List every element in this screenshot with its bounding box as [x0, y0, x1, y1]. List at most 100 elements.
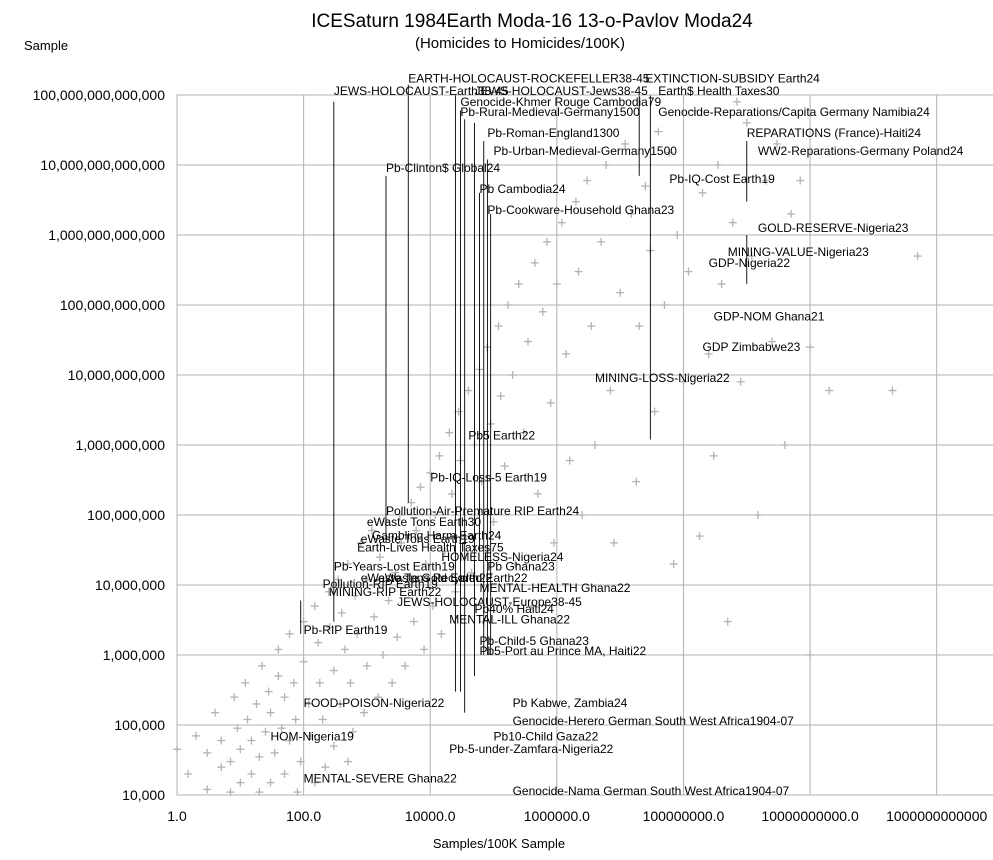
- data-point: [314, 638, 323, 647]
- y-tick-label: 100,000,000: [87, 507, 165, 523]
- annotation-label: Pb10-Child Gaza22: [494, 730, 599, 744]
- y-tick-label: 10,000: [122, 787, 165, 803]
- data-point: [401, 661, 410, 670]
- annotation-label: EARTH-HOLOCAUST-ROCKEFELLER38-45: [408, 72, 650, 86]
- annotation-label: Pb-Urban-Medieval-Germany1500: [494, 144, 678, 158]
- data-point: [796, 176, 805, 185]
- data-point: [704, 349, 713, 358]
- annotation-label: GDP-Nigeria22: [709, 256, 791, 270]
- data-point: [445, 428, 454, 437]
- data-point: [583, 176, 592, 185]
- data-point: [384, 596, 393, 605]
- annotation-label: Pb5 Earth22: [468, 428, 535, 442]
- data-point: [362, 575, 371, 584]
- data-point: [616, 288, 625, 297]
- data-point: [787, 209, 796, 218]
- data-point: [277, 724, 286, 733]
- data-point: [695, 532, 704, 541]
- annotation-label: Genocide-Khmer Rouge Cambodia79: [460, 95, 661, 109]
- data-point: [477, 477, 486, 486]
- data-point: [508, 371, 517, 379]
- data-point: [289, 678, 298, 687]
- data-point: [562, 349, 571, 358]
- annotation-label: eWaste Tons Earth19: [361, 532, 475, 546]
- annotation-label: Pb-Rural-Medieval-Germany1500: [460, 105, 640, 119]
- data-point: [635, 322, 644, 331]
- x-tick-label: 1.0: [167, 808, 187, 824]
- data-point: [184, 769, 193, 778]
- x-tick-label: 10000.0: [405, 808, 456, 824]
- annotation-label: Pb Cambodia24: [479, 182, 565, 196]
- data-point: [641, 182, 650, 191]
- annotation-label: Pb-Clinton$ Global24: [386, 161, 500, 175]
- data-point: [379, 651, 388, 659]
- annotation-label: Pb Ghana23: [487, 560, 555, 574]
- data-point: [494, 322, 503, 331]
- data-point: [650, 407, 659, 416]
- data-point: [684, 267, 693, 276]
- data-point: [514, 279, 523, 288]
- data-point: [270, 748, 279, 757]
- annotation-label: eWaste Tons Recycled Earth22: [361, 571, 528, 585]
- data-point: [500, 462, 509, 471]
- annotation-label: Pollution-Air-Premature RIP Earth24: [386, 504, 580, 518]
- data-point: [587, 322, 596, 331]
- data-point: [709, 451, 718, 460]
- data-point: [806, 651, 815, 659]
- data-point: [274, 645, 283, 654]
- data-point: [346, 678, 355, 687]
- data-point: [306, 731, 315, 740]
- data-point: [397, 538, 406, 547]
- data-point: [736, 377, 745, 386]
- data-point: [236, 745, 245, 754]
- data-point: [806, 343, 815, 352]
- data-point: [362, 661, 371, 670]
- data-point: [574, 267, 583, 276]
- annotation-label: EXTINCTION-SUBSIDY Earth24: [645, 72, 820, 86]
- data-point: [315, 678, 324, 687]
- y-tick-label: 100,000: [114, 717, 165, 733]
- data-point: [404, 581, 413, 589]
- data-point: [732, 97, 741, 106]
- data-point: [211, 708, 220, 717]
- annotation-label: Pb-Cookware-Household Ghana23: [487, 203, 674, 217]
- data-point: [375, 553, 384, 562]
- data-point: [533, 489, 542, 498]
- annotation-label: MENTAL-HEALTH Ghana22: [479, 581, 630, 595]
- data-point: [530, 258, 539, 267]
- data-point: [285, 736, 294, 745]
- data-point: [388, 678, 397, 687]
- annotation-label: HOM-Nigeria19: [271, 730, 355, 744]
- data-point: [280, 769, 289, 778]
- data-point: [627, 209, 636, 218]
- data-point: [504, 301, 513, 309]
- data-point: [296, 757, 305, 766]
- data-point: [226, 757, 235, 766]
- data-point: [690, 106, 699, 115]
- data-point: [519, 428, 528, 437]
- data-point: [717, 279, 726, 288]
- data-point: [632, 477, 641, 486]
- data-point: [255, 752, 264, 761]
- data-point: [416, 483, 425, 492]
- data-point: [367, 526, 376, 535]
- data-point: [621, 139, 630, 148]
- data-point: [393, 633, 402, 642]
- data-point: [557, 218, 566, 227]
- data-point: [337, 608, 346, 617]
- annotation-label: MINING-VALUE-Nigeria23: [728, 245, 869, 259]
- data-point: [742, 118, 751, 127]
- data-point: [654, 127, 663, 136]
- data-point: [217, 736, 226, 745]
- data-point: [280, 693, 289, 702]
- data-point: [597, 237, 606, 246]
- annotation-label: MENTAL-SEVERE Ghana22: [304, 772, 458, 786]
- data-point: [665, 148, 674, 157]
- annotation-label: GDP-NOM Ghana21: [714, 310, 825, 324]
- annotation-label: JEWS-HOLOCAUST-Europe38-45: [397, 595, 582, 609]
- data-point: [247, 769, 256, 778]
- data-point: [266, 778, 275, 787]
- data-point: [230, 693, 239, 702]
- data-point: [549, 538, 558, 547]
